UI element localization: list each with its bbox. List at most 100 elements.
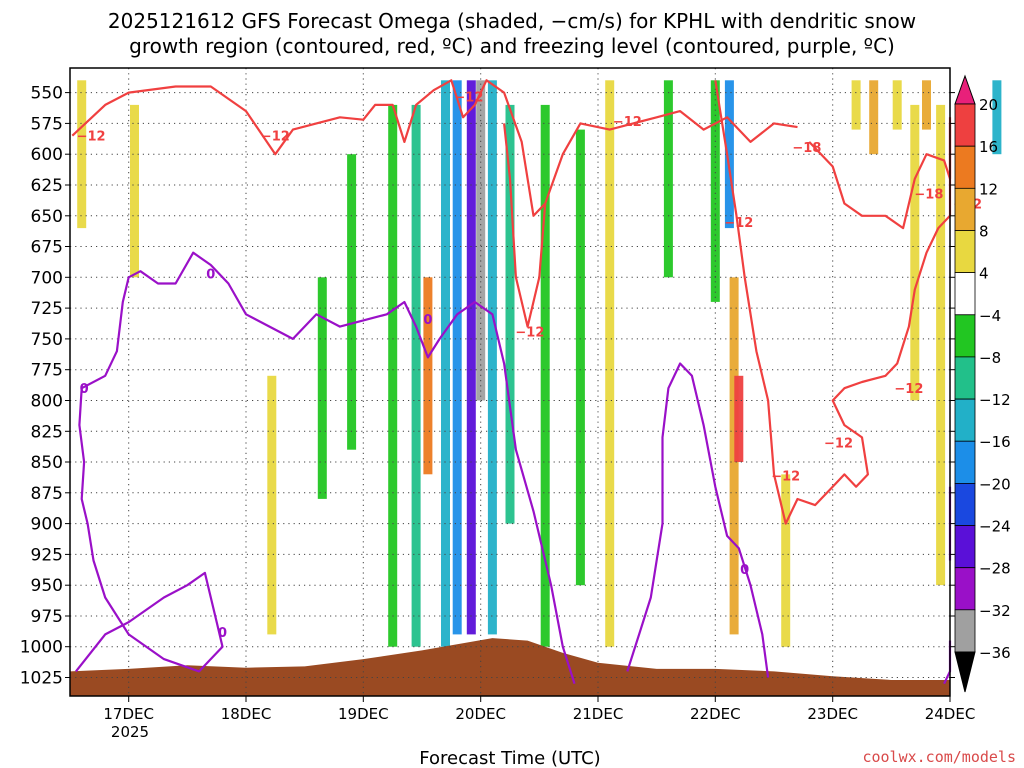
colorbar-bin bbox=[954, 525, 976, 569]
contour-labels: −12−12−12−12−12−18−12−18−12−12−12−120000… bbox=[77, 90, 982, 641]
colorbar-label: −28 bbox=[979, 560, 1011, 578]
y-tick-label: 625 bbox=[31, 176, 63, 196]
omega-band bbox=[388, 104, 398, 647]
omega-band bbox=[77, 80, 87, 229]
dgz-contour-label: −12 bbox=[894, 382, 923, 397]
colorbar-bottom-arrow bbox=[954, 651, 976, 693]
omega-band bbox=[487, 80, 497, 635]
y-tick-label: 775 bbox=[31, 361, 63, 381]
y-tick-label: 575 bbox=[31, 114, 63, 134]
colorbar: 20 16 12 8 4 −4 −8 −12 −16 −20 −24 −28 −32 −36 bbox=[954, 74, 1011, 693]
x-tick-label: 23DEC bbox=[807, 705, 858, 723]
colorbar-label: 8 bbox=[979, 223, 989, 241]
dgz-contour-label: −12 bbox=[724, 216, 753, 231]
colorbar-bin bbox=[954, 609, 976, 653]
omega-band bbox=[663, 80, 673, 278]
colorbar-bin bbox=[954, 356, 976, 400]
colorbar-bin bbox=[954, 230, 976, 274]
colorbar-bin bbox=[954, 314, 976, 358]
x-tick-label: 17DEC bbox=[103, 705, 154, 723]
x-tick-label: 21DEC bbox=[573, 705, 624, 723]
colorbar-bin bbox=[954, 187, 976, 231]
x-tick-label: 18DEC bbox=[221, 705, 272, 723]
freezing-contour-line bbox=[75, 251, 576, 685]
omega-band bbox=[267, 375, 277, 635]
y-tick-label: 950 bbox=[31, 576, 63, 596]
x-year-label: 2025 bbox=[111, 723, 149, 741]
colorbar-label: −16 bbox=[979, 433, 1011, 451]
omega-band bbox=[936, 104, 946, 586]
grid-lines bbox=[70, 68, 951, 696]
y-tick-label: 825 bbox=[31, 422, 63, 442]
y-tick-label: 600 bbox=[31, 145, 63, 165]
x-tick-label: 20DEC bbox=[455, 705, 506, 723]
omega-band bbox=[347, 154, 357, 450]
colorbar-top-arrow bbox=[954, 74, 976, 105]
x-tick-label: 24DEC bbox=[925, 705, 976, 723]
y-tick-label: 700 bbox=[31, 268, 63, 288]
omega-band bbox=[910, 104, 920, 401]
y-axis: 550 575 600 625 650 675 700 725 750 775 800 825 850 8… bbox=[20, 84, 955, 689]
colorbar-label: 4 bbox=[979, 265, 989, 283]
y-tick-label: 900 bbox=[31, 515, 63, 535]
credit-label: coolwx.com/models bbox=[862, 748, 1016, 766]
colorbar-label: 16 bbox=[979, 138, 998, 156]
dgz-contour-label: −12 bbox=[454, 90, 483, 105]
dgz-contour-line bbox=[503, 123, 547, 328]
y-tick-label: 925 bbox=[31, 545, 63, 565]
y-tick-label: 975 bbox=[31, 607, 63, 627]
y-tick-label: 550 bbox=[31, 84, 63, 104]
terrain-surface bbox=[70, 638, 950, 696]
omega-band bbox=[452, 80, 462, 635]
dgz-contour-label: −12 bbox=[261, 130, 290, 145]
colorbar-bin bbox=[954, 567, 976, 611]
dgz-contour-label: −12 bbox=[515, 326, 544, 341]
y-tick-label: 1025 bbox=[20, 669, 63, 689]
omega-band bbox=[605, 80, 615, 647]
y-tick-label: 650 bbox=[31, 207, 63, 227]
colorbar-label: −12 bbox=[979, 391, 1011, 409]
dgz-contour-label: −12 bbox=[824, 436, 853, 451]
dgz-contour-label: −12 bbox=[77, 130, 106, 145]
omega-band bbox=[441, 80, 450, 647]
omega-band bbox=[781, 474, 791, 647]
freezing-contour-label: 0 bbox=[80, 382, 89, 397]
dgz-contour-label: −12 bbox=[771, 470, 800, 485]
plot-frame bbox=[69, 67, 951, 697]
y-tick-label: 675 bbox=[31, 238, 63, 258]
freezing-contour-label: 0 bbox=[423, 313, 432, 328]
x-tick-label: 19DEC bbox=[338, 705, 389, 723]
omega-band bbox=[724, 80, 734, 229]
colorbar-label: −8 bbox=[979, 349, 1001, 367]
dgz-contour-label: −12 bbox=[613, 115, 642, 130]
colorbar-bin bbox=[954, 103, 976, 147]
colorbar-bin bbox=[954, 398, 976, 442]
x-axis-title: Forecast Time (UTC) bbox=[419, 748, 600, 768]
y-tick-label: 750 bbox=[31, 330, 63, 350]
dgz-contour-line bbox=[71, 79, 798, 217]
x-tick-label: 22DEC bbox=[690, 705, 741, 723]
omega-band bbox=[130, 104, 139, 278]
y-tick-label: 1000 bbox=[20, 638, 63, 658]
omega-band bbox=[575, 129, 585, 586]
omega-band bbox=[710, 80, 720, 302]
freezing-contour-label: 0 bbox=[740, 563, 749, 578]
omega-band bbox=[992, 80, 1002, 155]
chart-title-line1: 2025121612 GFS Forecast Omega (shaded, −… bbox=[108, 9, 916, 33]
omega-band bbox=[734, 375, 744, 462]
colorbar-label: −20 bbox=[979, 475, 1011, 493]
omega-shading bbox=[77, 80, 1002, 647]
terrain-fill bbox=[70, 638, 950, 696]
omega-band bbox=[892, 80, 902, 130]
omega-band bbox=[922, 80, 931, 130]
freezing-contour-label: 0 bbox=[218, 626, 227, 641]
colorbar-label: 12 bbox=[979, 180, 998, 198]
y-tick-label: 875 bbox=[31, 484, 63, 504]
omega-band bbox=[505, 104, 515, 524]
colorbar-label: −32 bbox=[979, 602, 1011, 620]
chart-title-line2: growth region (contoured, red, ºC) and f… bbox=[129, 34, 895, 58]
dgz-contour-label: −18 bbox=[792, 141, 821, 156]
colorbar-bin bbox=[954, 272, 976, 316]
dgz-contour-label: −18 bbox=[914, 188, 943, 203]
